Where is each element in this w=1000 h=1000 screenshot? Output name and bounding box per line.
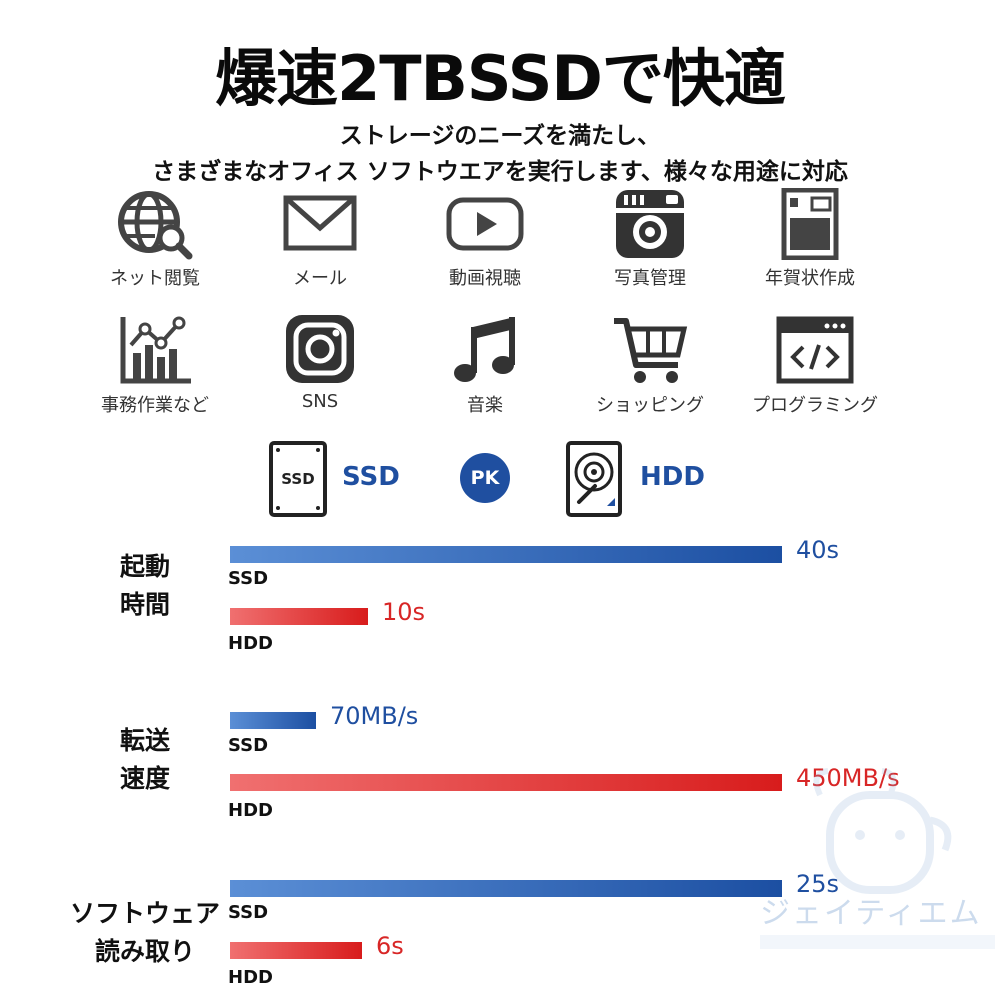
bar-value-software-ssd: 25s: [796, 870, 840, 898]
bar-value-software-hdd: 6s: [376, 932, 404, 960]
feature-photo: 写真管理: [570, 188, 730, 290]
subtitle-line-1: ストレージのニーズを満たし、: [339, 123, 661, 149]
bar-tag-hdd: HDD: [228, 633, 273, 654]
feature-label: 音楽: [467, 395, 503, 416]
metric-label-line1: 転送: [119, 726, 170, 755]
hdd-legend-label: HDD: [640, 462, 705, 492]
ssd-legend-label: SSD: [342, 462, 400, 492]
feature-label: 年賀状作成: [765, 268, 855, 289]
subtitle-line-2: さまざまなオフィス ソフトウエアを実行します、様々な用途に対応: [152, 159, 848, 185]
metric-label-software-read: ソフトウェア 読み取り: [55, 895, 235, 971]
page-title: 爆速2TBSSDで快適: [215, 42, 786, 115]
bar-transfer-hdd: [230, 774, 782, 791]
feature-shopping: ショッピング: [570, 315, 730, 417]
bar-value-transfer-ssd: 70MB/s: [330, 702, 419, 730]
metric-label-transfer-speed: 転送 速度: [100, 722, 190, 798]
bar-boot-hdd: [230, 608, 368, 625]
video-play-icon: [446, 197, 524, 251]
metric-label-line2: 読み取り: [94, 937, 195, 966]
feature-office-work: 事務作業など: [75, 315, 235, 417]
feature-music: 音楽: [405, 315, 565, 417]
feature-label: 事務作業など: [101, 395, 209, 416]
bar-tag-hdd: HDD: [228, 967, 273, 988]
feature-label: プログラミング: [752, 395, 878, 416]
bar-value-boot-hdd: 10s: [382, 598, 426, 626]
watermark-text: ジェイティエム: [760, 896, 982, 931]
feature-label: ショッピング: [596, 395, 704, 416]
bar-tag-ssd: SSD: [228, 902, 269, 923]
globe-search-icon: [118, 191, 193, 260]
feature-label: メール: [293, 268, 347, 289]
code-window-icon: [776, 316, 854, 384]
bar-software-hdd: [230, 942, 362, 959]
feature-sns: SNS: [240, 315, 400, 412]
mail-icon: [283, 195, 357, 251]
feature-video: 動画視聴: [405, 188, 565, 290]
bar-transfer-ssd: [230, 712, 316, 729]
bar-tag-ssd: SSD: [228, 568, 269, 589]
camera-icon: [616, 190, 684, 258]
hdd-drive-icon: [566, 441, 622, 517]
shopping-cart-icon: [614, 318, 688, 383]
postcard-icon: [781, 188, 839, 260]
bar-software-ssd: [230, 880, 782, 897]
metric-label-boot-time: 起動 時間: [100, 548, 190, 624]
feature-net-browsing: ネット閲覧: [75, 188, 235, 290]
watermark-mascot-icon: [760, 768, 995, 949]
feature-new-year-card: 年賀状作成: [730, 188, 890, 290]
feature-label: 写真管理: [614, 268, 686, 289]
bar-value-boot-ssd: 40s: [796, 536, 840, 564]
bar-tag-ssd: SSD: [228, 735, 269, 756]
feature-label: SNS: [301, 391, 339, 412]
metric-label-line1: 起動: [119, 552, 170, 581]
bar-boot-ssd: [230, 546, 782, 563]
feature-programming: プログラミング: [735, 315, 895, 417]
metric-label-line2: 速度: [119, 764, 170, 793]
ssd-icon-text: SSD: [281, 470, 314, 488]
feature-label: 動画視聴: [449, 268, 521, 289]
bar-value-transfer-hdd: 450MB/s: [796, 764, 900, 792]
feature-mail: メール: [240, 188, 400, 290]
bar-tag-hdd: HDD: [228, 800, 273, 821]
line-chart-icon: [120, 316, 191, 384]
instagram-icon: [286, 315, 354, 383]
ssd-drive-icon: SSD: [269, 441, 327, 517]
metric-label-line2: 時間: [119, 590, 170, 619]
pk-badge: PK: [460, 453, 510, 503]
music-note-icon: [454, 317, 515, 382]
feature-label: ネット閲覧: [110, 268, 200, 289]
metric-label-line1: ソフトウェア: [69, 899, 220, 928]
